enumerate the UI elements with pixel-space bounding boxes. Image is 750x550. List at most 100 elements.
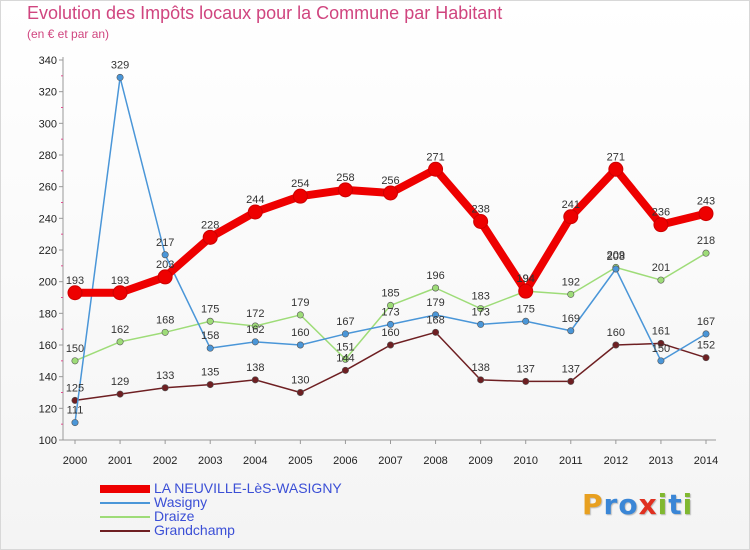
legend-label: Wasigny <box>154 494 208 510</box>
data-point <box>653 217 669 233</box>
data-point <box>251 376 259 384</box>
data-label: 217 <box>156 237 174 249</box>
data-label: 203 <box>156 259 174 271</box>
y-tick-label: 120 <box>39 403 57 415</box>
data-point <box>383 185 398 201</box>
data-label: 138 <box>471 362 489 374</box>
data-label: 173 <box>471 306 489 318</box>
data-point <box>702 354 710 362</box>
series-draize <box>71 249 710 365</box>
data-point <box>112 285 128 301</box>
data-point <box>116 338 124 346</box>
data-point <box>161 384 169 392</box>
data-point <box>341 355 349 363</box>
data-label: 236 <box>652 207 670 219</box>
data-label: 193 <box>66 275 84 287</box>
data-label: 329 <box>111 59 129 71</box>
x-tick-label: 2005 <box>288 455 312 467</box>
data-label: 238 <box>471 204 489 216</box>
data-label: 194 <box>517 273 535 285</box>
chart-axes: 100 120 140 160 180 200 220 240 260 280 300 320 340 2… <box>39 55 719 467</box>
data-label: 167 <box>697 316 715 328</box>
data-label: 160 <box>381 327 399 339</box>
y-tick-label: 160 <box>39 340 57 352</box>
data-point <box>296 311 304 319</box>
data-point <box>657 339 665 347</box>
data-point <box>341 330 349 338</box>
data-point <box>386 320 394 328</box>
x-tick-label: 2009 <box>468 455 492 467</box>
data-label: 168 <box>156 314 174 326</box>
data-point <box>657 276 665 284</box>
x-tick-label: 2001 <box>108 455 132 467</box>
data-label: 258 <box>336 172 354 184</box>
data-point <box>67 285 83 301</box>
legend-label: Draize <box>154 508 195 524</box>
x-tick-label: 2003 <box>198 455 222 467</box>
x-tick-label: 2012 <box>604 455 628 467</box>
data-label: 218 <box>697 235 715 247</box>
data-point <box>292 188 308 204</box>
data-point <box>608 161 624 177</box>
data-label: 161 <box>652 325 670 337</box>
data-label: 179 <box>426 297 444 309</box>
data-label: 135 <box>201 367 219 379</box>
data-label: 196 <box>426 270 444 282</box>
data-point <box>157 269 173 285</box>
y-tick-label: 220 <box>39 245 57 257</box>
data-point <box>702 249 710 257</box>
data-label: 228 <box>201 219 219 231</box>
data-label: 137 <box>517 363 535 375</box>
data-point <box>567 377 575 385</box>
data-label: 208 <box>607 251 625 263</box>
logo-letter: x <box>638 488 658 521</box>
data-point <box>116 73 124 81</box>
data-label: 144 <box>336 352 354 364</box>
series-grandchamp <box>71 328 710 404</box>
data-point <box>518 283 534 299</box>
data-point <box>522 317 530 325</box>
chart-subtitle: (en € et par an) <box>27 27 110 41</box>
data-point <box>296 388 304 396</box>
y-tick-label: 320 <box>39 87 57 99</box>
data-label: 192 <box>562 276 580 288</box>
data-point <box>337 182 353 198</box>
data-point <box>432 311 440 319</box>
data-point <box>206 381 214 389</box>
data-point <box>296 341 304 349</box>
data-point <box>563 209 579 225</box>
data-point <box>386 341 394 349</box>
logo-letter: P <box>582 488 604 521</box>
x-tick-label: 2002 <box>153 455 177 467</box>
legend-label: LA NEUVILLE-LèS-WASIGNY <box>154 480 342 496</box>
y-tick-label: 200 <box>39 277 57 289</box>
data-label: 271 <box>607 151 625 163</box>
y-tick-label: 260 <box>39 182 57 194</box>
data-point <box>702 330 710 338</box>
x-tick-label: 2000 <box>63 455 87 467</box>
data-label: 150 <box>652 343 670 355</box>
data-point <box>116 390 124 398</box>
chart-title: Evolution des Impôts locaux pour la Comm… <box>27 3 503 23</box>
data-label: 254 <box>291 178 309 190</box>
data-point <box>477 320 485 328</box>
data-label: 243 <box>697 196 715 208</box>
data-label: 160 <box>607 327 625 339</box>
x-tick-label: 2004 <box>243 455 267 467</box>
data-label: 150 <box>66 343 84 355</box>
legend-label: Grandchamp <box>154 522 235 538</box>
data-point <box>698 206 714 222</box>
x-tick-label: 2006 <box>333 455 357 467</box>
data-label: 111 <box>67 405 84 417</box>
data-label: 209 <box>607 249 625 261</box>
y-tick-label: 180 <box>39 308 57 320</box>
x-tick-label: 2010 <box>513 455 537 467</box>
data-point <box>386 301 394 309</box>
legend-swatch <box>100 530 150 532</box>
data-point <box>71 357 79 365</box>
data-label: 138 <box>246 362 264 374</box>
y-tick-label: 340 <box>39 55 57 67</box>
logo-letter: t <box>668 488 683 521</box>
data-point <box>251 322 259 330</box>
data-label: 179 <box>291 297 309 309</box>
